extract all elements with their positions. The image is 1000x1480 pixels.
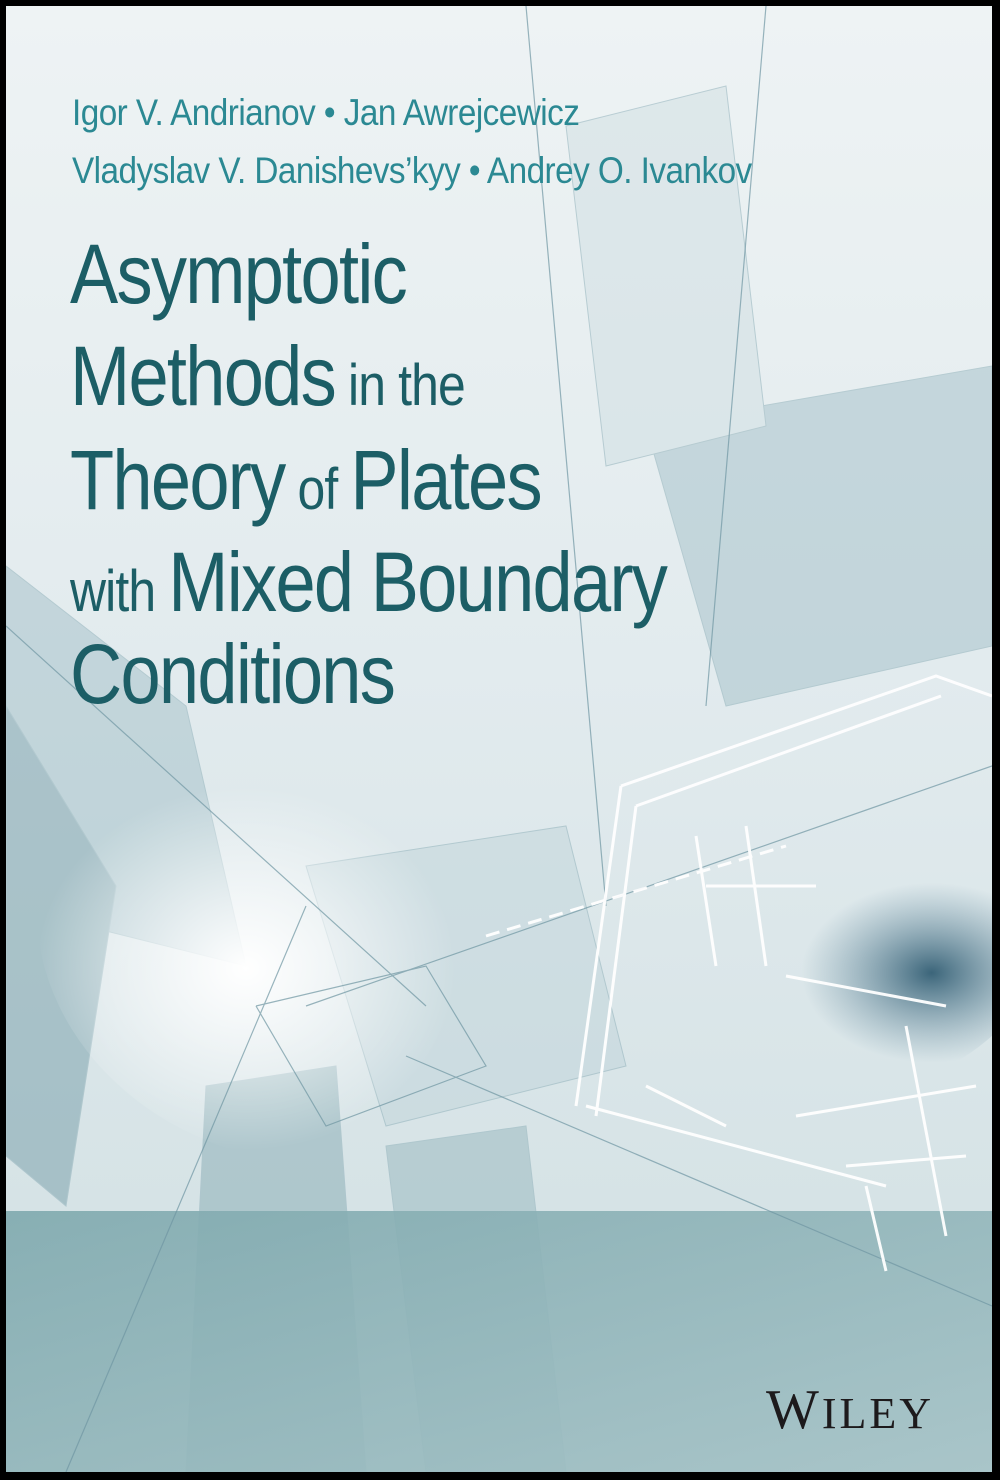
title-word: Methods: [70, 329, 337, 423]
title-word: Asymptotic: [70, 227, 408, 321]
title-line-4: with Mixed Boundary: [70, 540, 668, 624]
title-line-5: Conditions: [70, 632, 396, 716]
title-word: Theory: [70, 433, 286, 527]
publisher-logo: WILEY: [766, 1378, 934, 1442]
authors-line-2: Vladyslav V. Danishevs’kyy • Andrey O. I…: [72, 150, 752, 191]
cover-artwork: [6, 6, 992, 1472]
title-word-small: in the: [335, 353, 466, 418]
title-word-small: with: [70, 559, 169, 624]
title-line-1: Asymptotic: [70, 232, 408, 316]
publisher-logo-initial: W: [766, 1379, 822, 1441]
title-line-3: Theory of Plates: [70, 438, 543, 522]
title-word: Conditions: [70, 627, 396, 721]
title-word-small: of: [284, 457, 351, 522]
title-word: Mixed Boundary: [168, 535, 668, 629]
title-line-2: Methods in the: [70, 334, 466, 418]
publisher-logo-rest: ILEY: [821, 1389, 935, 1438]
title-word: Plates: [350, 433, 542, 527]
authors-line-1: Igor V. Andrianov • Jan Awrejcewicz: [72, 92, 580, 133]
